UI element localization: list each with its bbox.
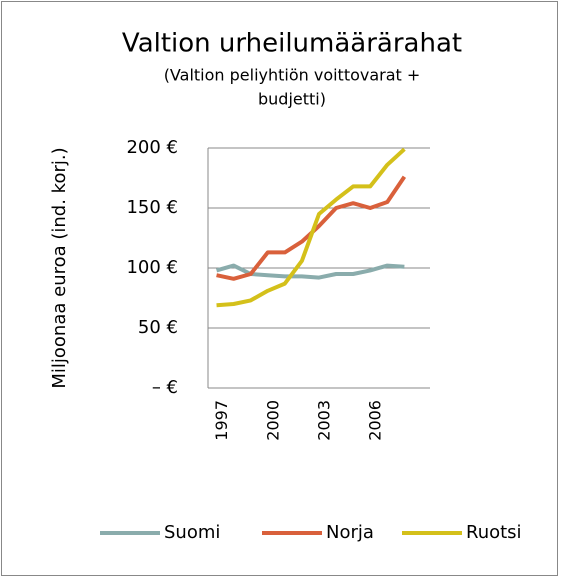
y-tick-label: 50 € xyxy=(138,317,178,338)
y-tick-label: 200 € xyxy=(126,137,178,158)
chart-subtitle: (Valtion peliyhtiön voittovarat + xyxy=(164,66,421,85)
x-tick-label: 2000 xyxy=(263,400,282,441)
x-tick-label: 2006 xyxy=(366,400,385,441)
y-tick-label: 150 € xyxy=(126,197,178,218)
legend-label: Norja xyxy=(326,522,374,543)
series-line xyxy=(216,147,406,308)
x-tick-label: 2003 xyxy=(315,400,334,441)
legend-label: Suomi xyxy=(164,522,220,543)
chart-frame xyxy=(1,1,558,576)
legend-label: Ruotsi xyxy=(466,522,522,543)
chart-subtitle: budjetti) xyxy=(258,90,326,109)
y-axis-label: Miljoonaa euroa (ind. korj.) xyxy=(49,147,70,388)
x-tick-label: 1997 xyxy=(212,400,231,441)
y-tick-label: 100 € xyxy=(126,257,178,278)
y-tick-label: – € xyxy=(152,377,178,398)
series-line xyxy=(215,263,405,280)
chart-title: Valtion urheilumäärärahat xyxy=(122,29,462,59)
